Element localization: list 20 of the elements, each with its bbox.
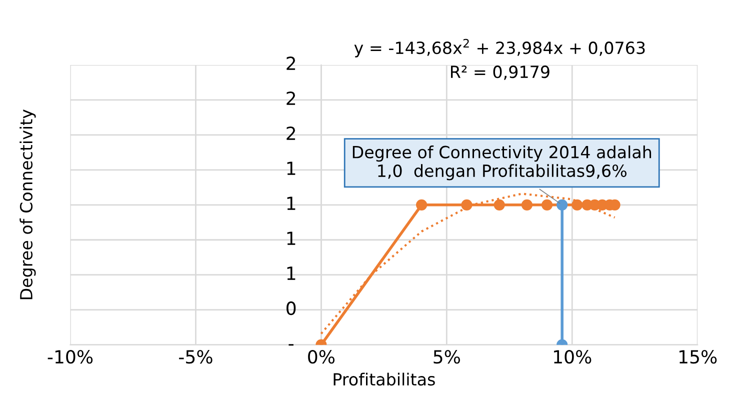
y-tick-label: 1 [287, 196, 296, 210]
annotation: R² = 0,9179 [451, 66, 550, 80]
y-tick-label: 1 [287, 162, 296, 175]
y-axis-title: Degree of Connectivity [20, 110, 36, 300]
y-tick-label: 2 [286, 92, 296, 105]
y-tick-label: 2 [286, 56, 296, 70]
x-tick-label: 0% [308, 350, 335, 364]
y-tick-label: - [288, 344, 294, 346]
x-tick-label: 5% [434, 350, 460, 364]
annotation: Degree of Connectivity 2014 adalah 1,0 dengan Profitabilitas9,6% [352, 146, 652, 180]
x-tick-label: -10% [48, 350, 93, 364]
text: y = -143,68x$^{2}$ + 23,984x + 0,0763 [354, 38, 645, 58]
x-tick-label: 15% [680, 350, 717, 364]
y-tick-label: 0 [286, 301, 296, 316]
y-tick-label: 2 [286, 126, 296, 140]
y-tick-label: 1 [287, 266, 296, 280]
y-tick-label: 1 [287, 232, 296, 245]
x-tick-label: -5% [179, 350, 212, 364]
x-axis-title: Profitabilitas [334, 372, 435, 386]
x-tick-label: 10% [554, 350, 592, 364]
